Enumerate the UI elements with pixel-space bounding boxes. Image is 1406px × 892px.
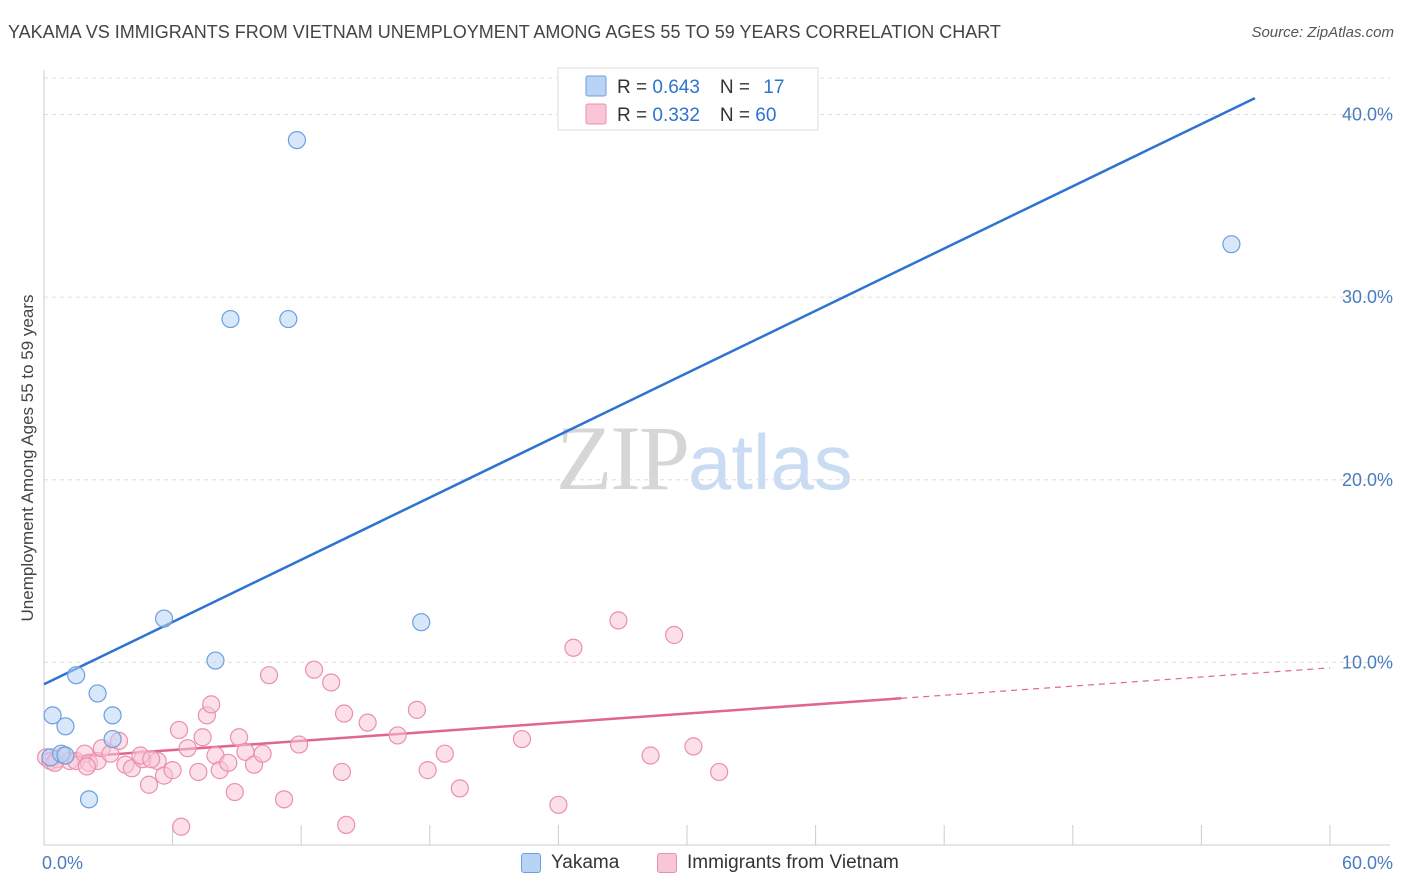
data-point-vietnam [641,746,660,765]
legend-n-value: 17 [763,77,784,98]
data-point-yakama [56,717,75,736]
data-point-vietnam [322,673,341,692]
data-point-vietnam [332,762,352,782]
data-point-vietnam [253,744,272,763]
data-point-yakama [103,706,122,725]
data-point-vietnam [259,666,279,685]
watermark-atlas: atlas [688,418,853,506]
data-point-vietnam [388,726,407,745]
data-point-vietnam [178,739,197,758]
data-point-yakama [88,684,107,703]
data-point-vietnam [435,744,454,763]
series-legend-label: Yakama [551,852,620,873]
data-point-vietnam [189,762,208,782]
series-legend-label: Immigrants from Vietnam [687,852,899,873]
data-point-vietnam [142,750,161,769]
trend-lines [43,96,1331,761]
legend-row-vietnam: R = 0.332 N = 60 [617,105,776,126]
watermark: ZIPatlas [556,405,853,511]
data-point-vietnam [358,713,377,732]
chart-source: Source: ZipAtlas.com [1251,24,1394,41]
data-point-vietnam [289,735,309,754]
legend-n-label: N = [720,105,755,126]
series-legend-swatch [657,853,677,873]
legend-swatch-vietnam [585,103,607,125]
data-point-vietnam [139,775,159,794]
data-point-yakama [103,729,122,749]
correlation-legend: R = 0.643 N = 17 R = 0.332 N = 60 [557,67,819,131]
data-point-vietnam [304,660,324,679]
tick-labels: 10.0% 20.0% 30.0% 40.0% 0.0% 60.0% [42,105,1393,873]
grid-lines [44,77,1390,663]
data-point-yakama [206,651,225,670]
trend-line-yakama [43,96,1256,686]
y-tick-label: 10.0% [1342,652,1393,672]
data-point-vietnam [512,729,532,749]
data-point-yakama [67,666,86,685]
data-point-yakama [154,609,174,628]
data-point-vietnam [77,757,96,776]
data-point-vietnam [684,737,703,756]
data-point-vietnam [219,753,238,772]
data-point-vietnam [225,782,244,802]
data-points [37,130,1241,836]
x-tick-label: 60.0% [1342,853,1393,873]
legend-r-value: 0.643 [652,77,700,98]
data-point-vietnam [337,815,356,835]
data-point-yakama [56,746,75,765]
data-point-yakama [221,309,240,329]
series-legend-vietnam: Immigrants from Vietnam [657,852,899,874]
y-tick-label: 30.0% [1342,287,1393,307]
data-point-yakama [279,309,298,329]
data-point-vietnam [564,638,583,657]
data-point-vietnam [172,817,191,836]
trend-line-extension-vietnam [901,667,1331,699]
data-point-vietnam [169,720,189,740]
data-point-vietnam [710,762,729,782]
y-tick-label: 40.0% [1342,105,1393,125]
data-point-vietnam [202,695,221,714]
series-legend-yakama: Yakama [521,852,619,874]
data-point-yakama [43,706,62,725]
legend-row-yakama: R = 0.643 N = 17 [617,77,784,98]
data-point-vietnam [418,761,437,780]
legend-r-value: 0.332 [652,105,700,126]
data-point-vietnam [665,625,684,645]
series-legend: Yakama Immigrants from Vietnam [0,852,1406,878]
data-point-vietnam [334,704,354,723]
data-point-yakama [412,613,431,632]
legend-n-value: 60 [755,105,776,126]
axes [43,70,1390,846]
x-tick-label: 0.0% [42,853,83,873]
legend-n-label: N = [720,77,755,98]
series-legend-swatch [521,853,541,873]
watermark-zip: ZIP [556,407,690,509]
data-point-vietnam [193,728,212,747]
chart-title: YAKAMA VS IMMIGRANTS FROM VIETNAM UNEMPL… [8,22,1001,42]
legend-r-label: R = [617,105,652,126]
data-point-yakama [1222,235,1241,254]
data-point-vietnam [450,779,469,798]
data-point-vietnam [163,761,182,780]
data-point-vietnam [274,790,294,809]
legend-r-label: R = [617,77,652,98]
legend-swatch-yakama [585,75,607,97]
data-point-yakama [79,790,99,809]
data-point-yakama [287,130,307,150]
data-point-vietnam [407,700,427,719]
y-tick-label: 20.0% [1342,470,1393,490]
data-point-vietnam [549,795,568,814]
data-point-vietnam [609,611,628,630]
